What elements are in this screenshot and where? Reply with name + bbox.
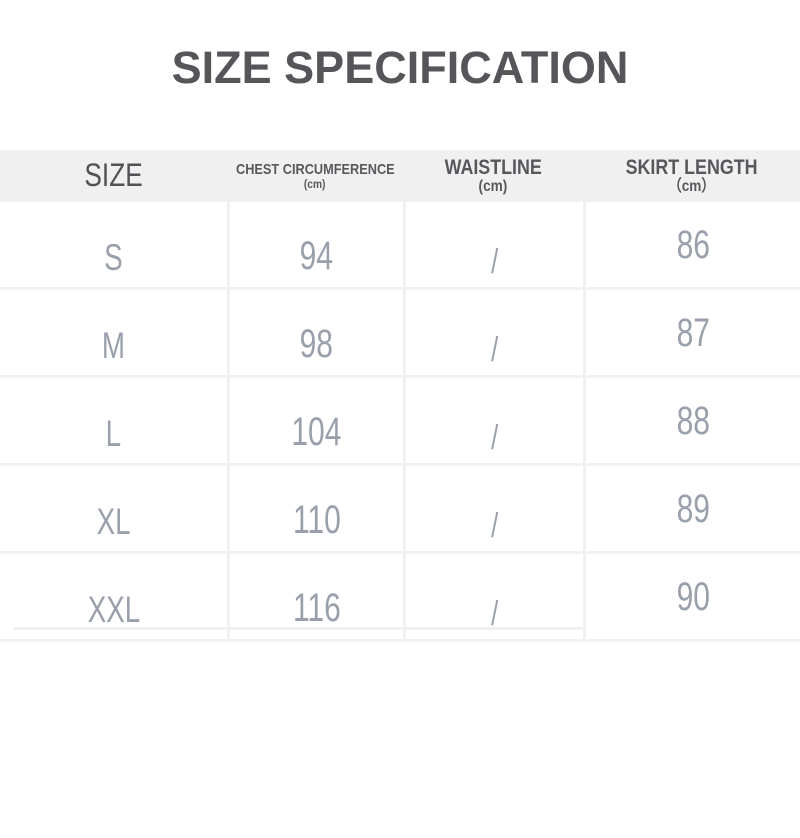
skirt-value: 89 (676, 487, 710, 531)
chest-value: 94 (299, 234, 334, 278)
table-header-row: SIZE CHEST CIRCUMFERENCE (cm) WAISTLINE … (0, 150, 800, 202)
column-header-size: SIZE (0, 150, 227, 202)
table-bottom-border (13, 627, 583, 630)
chest-value: 104 (291, 410, 342, 454)
table-row-xl: XL 110 / 89 (0, 466, 800, 554)
size-value-cell: L (0, 378, 227, 463)
waist-value-cell: / (403, 378, 583, 463)
size-value: XL (96, 500, 131, 542)
waist-value-cell: / (403, 554, 583, 639)
skirt-value: 87 (676, 311, 710, 355)
waist-value-cell: / (403, 202, 583, 287)
size-value-cell: M (0, 290, 227, 375)
waist-value-cell: / (403, 466, 583, 551)
column-header-chest-label: CHEST CIRCUMFERENCE (235, 160, 395, 178)
size-value-cell: XL (0, 466, 227, 551)
waist-value: / (490, 507, 499, 546)
table-row-m: M 98 / 87 (0, 290, 800, 378)
column-header-skirt-label: SKIRT LENGTH (625, 155, 758, 179)
column-header-chest-circumference: CHEST CIRCUMFERENCE (cm) (227, 150, 403, 202)
page-title: SIZE SPECIFICATION (171, 42, 629, 93)
skirt-value: 90 (676, 575, 710, 619)
waist-value: / (490, 419, 499, 458)
size-value-cell: S (0, 202, 227, 287)
skirt-value-cell: 89 (583, 466, 800, 551)
column-header-skirt-unit: （cm） (668, 177, 715, 195)
table-row-s: S 94 / 86 (0, 202, 800, 290)
column-header-waistline-unit: (cm) (478, 177, 508, 195)
column-header-skirt-length: SKIRT LENGTH （cm） (583, 150, 800, 202)
size-specification-table: SIZE CHEST CIRCUMFERENCE (cm) WAISTLINE … (0, 150, 800, 642)
chest-value-cell: 98 (227, 290, 403, 375)
size-value: XXL (87, 588, 140, 630)
column-header-waistline: WAISTLINE (cm) (403, 150, 583, 202)
size-value: M (101, 324, 126, 366)
skirt-value-cell: 86 (583, 202, 800, 287)
waist-value: / (490, 243, 499, 282)
chest-value: 116 (292, 586, 341, 630)
waist-value: / (490, 331, 499, 370)
table-row-xxl: XXL 116 / 90 (0, 554, 800, 642)
skirt-value-cell: 87 (583, 290, 800, 375)
size-value: L (105, 412, 122, 454)
table-row-l: L 104 / 88 (0, 378, 800, 466)
waist-value: / (490, 595, 499, 634)
skirt-value: 88 (676, 399, 710, 443)
chest-value-cell: 104 (227, 378, 403, 463)
chest-value: 110 (292, 498, 341, 542)
size-value-cell: XXL (0, 554, 227, 639)
skirt-value-cell: 88 (583, 378, 800, 463)
skirt-value-cell: 90 (583, 554, 800, 639)
column-header-chest-unit: (cm) (304, 176, 326, 191)
waist-value-cell: / (403, 290, 583, 375)
chest-value: 98 (299, 322, 334, 366)
column-header-size-label: SIZE (84, 157, 143, 194)
chest-value-cell: 94 (227, 202, 403, 287)
column-header-waistline-label: WAISTLINE (444, 155, 542, 179)
size-value: S (104, 236, 123, 278)
skirt-value: 86 (676, 223, 710, 267)
chest-value-cell: 110 (227, 466, 403, 551)
chest-value-cell: 116 (227, 554, 403, 639)
